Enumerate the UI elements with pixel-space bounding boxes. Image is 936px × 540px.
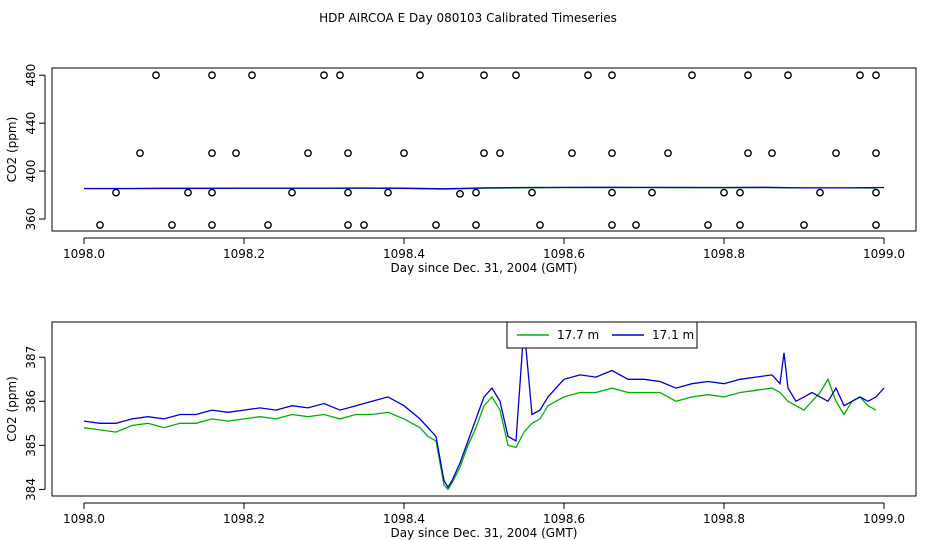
- data-point: [168, 221, 176, 229]
- data-point: [584, 71, 592, 80]
- data-point: [704, 221, 712, 229]
- data-point: [360, 221, 368, 229]
- plot-frame: [51, 321, 917, 497]
- data-point: [832, 149, 840, 157]
- data-point: [288, 188, 296, 197]
- data-point: [208, 149, 216, 157]
- data-point: [512, 71, 520, 80]
- data-point: [112, 188, 120, 197]
- figure-title: HDP AIRCOA E Day 080103 Calibrated Times…: [319, 11, 617, 25]
- x-tick-label: 1098.2: [223, 247, 265, 261]
- data-point: [736, 221, 744, 229]
- series-group: [83, 326, 885, 491]
- data-point: [320, 71, 328, 80]
- x-tick-label: 1098.8: [703, 512, 745, 526]
- y-tick-label: 360: [24, 208, 38, 231]
- data-point: [304, 149, 312, 157]
- y-tick-label: 385: [24, 434, 38, 457]
- y-axis-label: CO2 (ppm): [5, 376, 19, 442]
- data-point: [784, 71, 792, 80]
- data-point: [496, 149, 504, 157]
- x-tick-label: 1098.4: [383, 512, 425, 526]
- x-tick-label: 1098.6: [543, 512, 585, 526]
- panel-top: 1098.0 1098.2 1098.4 1098.6 1098.8 1099.0 Day …: [5, 64, 917, 275]
- x-tick-label: 1098.0: [63, 512, 105, 526]
- x-tick-label: 1099.0: [863, 512, 905, 526]
- data-point: [528, 188, 536, 197]
- data-point: [608, 71, 616, 80]
- data-point: [96, 221, 104, 229]
- y-tick-label: 384: [24, 478, 38, 501]
- data-point: [136, 149, 144, 157]
- legend-label: 17.1 m: [652, 328, 694, 342]
- x-tick-label: 1098.8: [703, 247, 745, 261]
- data-point: [456, 189, 464, 198]
- data-point: [744, 71, 752, 80]
- y-tick-label: 386: [24, 390, 38, 413]
- series-line-17-7-m: [83, 377, 877, 491]
- series-group: [84, 71, 885, 229]
- data-point: [768, 149, 776, 157]
- data-point: [536, 221, 544, 229]
- data-point: [664, 149, 672, 157]
- data-point: [480, 71, 488, 80]
- data-point: [744, 149, 752, 157]
- y-tick-label: 480: [24, 64, 38, 87]
- data-point: [688, 71, 696, 80]
- data-point: [872, 188, 880, 197]
- data-point: [872, 71, 880, 80]
- data-point: [248, 71, 256, 80]
- data-point: [264, 221, 272, 229]
- data-point: [720, 188, 728, 197]
- data-point: [152, 71, 160, 80]
- data-point: [632, 221, 640, 229]
- data-point: [568, 149, 576, 157]
- data-point: [208, 188, 216, 197]
- y-tick-label: 400: [24, 160, 38, 183]
- x-tick-label: 1098.6: [543, 247, 585, 261]
- x-axis-label: Day since Dec. 31, 2004 (GMT): [391, 526, 578, 540]
- data-point: [872, 149, 880, 157]
- y-tick-label: 387: [24, 346, 38, 369]
- data-point: [336, 71, 344, 80]
- data-point: [736, 188, 744, 197]
- x-tick-label: 1098.0: [63, 247, 105, 261]
- data-point: [432, 221, 440, 229]
- data-point: [344, 188, 352, 197]
- y-axis-label: CO2 (ppm): [5, 117, 19, 183]
- data-point: [648, 188, 656, 197]
- panel-bottom: 1098.0 1098.2 1098.4 1098.6 1098.8 1099.0 Day …: [5, 321, 917, 540]
- data-point: [816, 188, 824, 197]
- data-point: [208, 221, 216, 229]
- data-point: [184, 188, 192, 197]
- y-tick-label: 440: [24, 112, 38, 135]
- legend: 17.7 m 17.1 m: [506, 321, 698, 349]
- series-line-17-1-m: [83, 326, 885, 489]
- data-point: [472, 221, 480, 229]
- x-tick-label: 1098.2: [223, 512, 265, 526]
- data-point: [480, 149, 488, 157]
- plot-frame: [51, 67, 917, 232]
- data-point: [384, 188, 392, 197]
- series-line-1: [84, 186, 885, 190]
- legend-label: 17.7 m: [557, 328, 599, 342]
- data-point: [232, 149, 240, 157]
- data-point: [400, 149, 408, 157]
- x-tick-label: 1099.0: [863, 247, 905, 261]
- data-point: [856, 71, 864, 80]
- data-point: [800, 221, 808, 229]
- data-point: [344, 221, 352, 229]
- data-point: [608, 188, 616, 197]
- data-point: [208, 71, 216, 80]
- data-point: [608, 149, 616, 157]
- data-point: [344, 149, 352, 157]
- x-tick-label: 1098.4: [383, 247, 425, 261]
- data-point: [872, 221, 880, 229]
- data-point: [608, 221, 616, 229]
- x-axis-label: Day since Dec. 31, 2004 (GMT): [391, 261, 578, 275]
- data-point: [416, 71, 424, 80]
- data-point: [472, 188, 480, 197]
